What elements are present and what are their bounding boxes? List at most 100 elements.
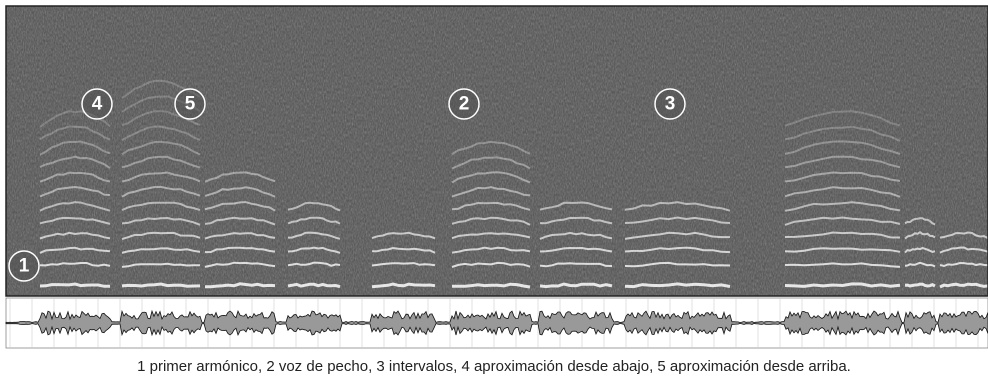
harmonic [784,186,901,198]
waveform [5,297,988,349]
harmonic [939,231,988,239]
marker-label: 1 [19,256,30,277]
harmonic [451,156,531,170]
harmonic [204,171,276,183]
harmonic [624,261,731,268]
waveform-shape [5,309,988,337]
harmonic [451,232,531,240]
harmonic [204,246,276,254]
harmonic [539,231,613,240]
marker-label: 4 [92,94,103,115]
marker-circle [174,88,206,120]
harmonic [121,282,201,288]
harmonic [121,185,201,198]
harmonic [39,185,111,198]
harmonic [39,282,110,288]
harmonic [204,216,276,226]
harmonic [39,171,111,183]
harmonic [452,282,531,289]
spectrogram [6,6,988,296]
harmonic [287,282,341,289]
harmonic [451,216,531,226]
harmonic [121,171,201,183]
harmonic [451,140,531,155]
harmonic [39,231,111,240]
harmonic [784,125,901,142]
harmonic [904,217,936,226]
markers: 1 2 3 4 5 [8,88,686,282]
harmonic [784,231,901,239]
harmonic [39,201,111,212]
harmonic [287,231,341,240]
harmonic [121,155,201,169]
harmonic [39,140,111,156]
harmonic [287,201,341,212]
harmonic [539,216,613,225]
harmonic [939,246,988,254]
harmonic [121,247,201,254]
harmonic [204,201,276,212]
harmonic [539,201,613,211]
harmonic [939,261,988,268]
harmonic [287,261,341,267]
marker-label: 3 [665,94,676,115]
harmonic [784,140,901,155]
harmonic [205,282,276,289]
harmonic [539,246,613,253]
marker-circle [654,88,686,120]
caption: 1 primer armónico, 2 voz de pecho, 3 int… [137,358,851,375]
harmonic [784,282,901,288]
marker-label: 2 [459,94,470,115]
harmonic [904,282,936,288]
harmonic [939,282,988,289]
harmonic [121,201,201,212]
harmonic [121,140,201,156]
marker-circle [81,88,113,120]
harmonic [624,201,731,212]
harmonic [371,262,436,267]
harmonic [451,186,531,198]
harmonic [624,282,731,289]
harmonic [121,216,201,226]
harmonic [372,246,436,254]
harmonic [624,216,731,224]
harmonic [371,282,436,289]
harmonic [539,282,613,289]
harmonic [204,186,276,198]
harmonic [784,110,901,127]
harmonic [39,125,111,141]
harmonic [784,201,901,212]
harmonic [904,246,936,254]
harmonic [121,125,201,141]
harmonic [451,246,531,254]
harmonic [451,201,531,211]
harmonic [39,246,111,254]
harmonic [287,216,341,225]
harmonic [904,261,936,268]
harmonic [121,262,201,268]
harmonic [204,232,276,240]
spectrogram-border [5,5,988,297]
harmonic [624,246,731,254]
harmonic [451,261,531,268]
harmonic [39,155,111,169]
marker-label: 5 [185,94,196,115]
harmonic [451,171,531,184]
harmonic [784,247,901,253]
harmonic [204,261,276,268]
marker-circle [8,250,40,282]
harmonic [904,230,936,240]
harmonic [539,262,613,268]
harmonic [784,155,901,169]
spectrogram-noise [6,6,988,296]
harmonic [784,171,901,183]
harmonic [624,231,730,240]
harmonic [784,216,901,226]
harmonic [39,216,111,225]
marker-circle [448,88,480,120]
harmonic [121,231,201,240]
harmonic [39,262,111,267]
harmonic [784,262,901,268]
harmonic [371,231,436,240]
